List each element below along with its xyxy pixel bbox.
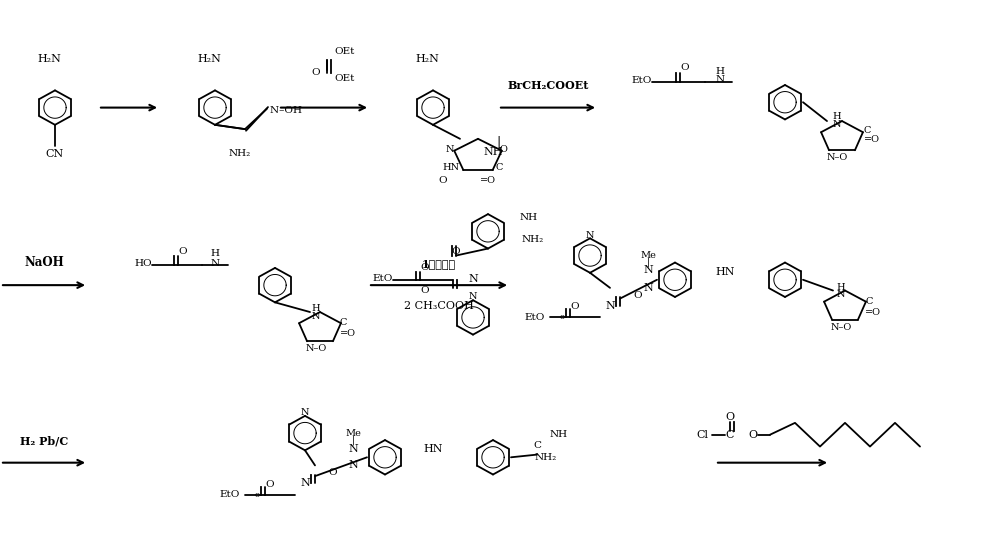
Text: N: N bbox=[586, 231, 594, 239]
Text: N: N bbox=[605, 301, 615, 310]
Text: N–O: N–O bbox=[305, 344, 327, 353]
Text: N⁠–⁠OH: N⁠–⁠OH bbox=[270, 106, 302, 115]
Text: H: H bbox=[837, 283, 845, 292]
Text: C: C bbox=[865, 297, 872, 306]
Text: CN: CN bbox=[46, 150, 64, 159]
Text: N: N bbox=[348, 461, 358, 470]
Text: OEt: OEt bbox=[334, 74, 354, 82]
Text: HN: HN bbox=[423, 444, 442, 454]
Text: O: O bbox=[312, 68, 320, 77]
Text: H: H bbox=[312, 305, 320, 313]
Text: NaOH: NaOH bbox=[24, 256, 64, 269]
Text: N: N bbox=[643, 265, 653, 275]
Text: BrCH₂COOEt: BrCH₂COOEt bbox=[507, 81, 589, 91]
Text: NH₂: NH₂ bbox=[535, 453, 557, 462]
Text: N: N bbox=[833, 120, 841, 129]
Text: H₂N: H₂N bbox=[197, 54, 221, 64]
Text: |: | bbox=[646, 258, 650, 267]
Text: N–O: N–O bbox=[826, 153, 848, 162]
Text: NH: NH bbox=[483, 147, 503, 157]
Text: NH₂: NH₂ bbox=[229, 149, 251, 158]
Text: N: N bbox=[468, 274, 478, 284]
Text: |: | bbox=[351, 435, 355, 445]
Text: O: O bbox=[266, 480, 274, 489]
Text: N: N bbox=[300, 478, 310, 488]
Text: Me: Me bbox=[640, 251, 656, 260]
Text: O: O bbox=[634, 292, 642, 300]
Text: NH₂: NH₂ bbox=[522, 235, 544, 244]
Text: H₂N: H₂N bbox=[415, 54, 439, 64]
Text: =O: =O bbox=[340, 329, 356, 338]
Text: =O: =O bbox=[480, 176, 496, 185]
Text: N: N bbox=[469, 293, 477, 301]
Text: Cl: Cl bbox=[696, 430, 708, 440]
Text: C: C bbox=[864, 126, 871, 135]
Text: N: N bbox=[210, 259, 220, 267]
Text: EtO: EtO bbox=[373, 274, 393, 283]
Text: EtO: EtO bbox=[525, 313, 545, 322]
Text: O: O bbox=[681, 63, 689, 72]
Text: |: | bbox=[496, 136, 500, 149]
Text: N: N bbox=[312, 312, 320, 321]
Text: N: N bbox=[715, 75, 725, 84]
Text: O: O bbox=[329, 468, 337, 477]
Text: =O: =O bbox=[864, 136, 880, 144]
Text: O: O bbox=[748, 430, 757, 440]
Text: H: H bbox=[833, 112, 841, 121]
Text: H₂N: H₂N bbox=[37, 54, 61, 64]
Text: C: C bbox=[496, 164, 503, 172]
Text: O: O bbox=[725, 412, 735, 422]
Text: o: o bbox=[560, 314, 564, 321]
Text: NH: NH bbox=[550, 430, 568, 439]
Text: O: O bbox=[439, 176, 447, 185]
Text: O: O bbox=[571, 302, 579, 311]
Text: EtO: EtO bbox=[220, 491, 240, 499]
Text: 1缩合试剂: 1缩合试剂 bbox=[422, 258, 456, 269]
Text: H: H bbox=[716, 67, 724, 75]
Text: N: N bbox=[301, 408, 309, 417]
Text: O: O bbox=[452, 247, 460, 256]
Text: o: o bbox=[254, 491, 260, 499]
Text: O: O bbox=[421, 286, 429, 295]
Text: O: O bbox=[499, 145, 507, 154]
Text: NH: NH bbox=[520, 214, 538, 222]
Text: Me: Me bbox=[345, 429, 361, 437]
Text: HN: HN bbox=[715, 267, 734, 277]
Text: N: N bbox=[446, 145, 454, 154]
Text: OEt: OEt bbox=[334, 47, 354, 55]
Text: HO: HO bbox=[134, 259, 152, 268]
Text: C: C bbox=[533, 441, 541, 450]
Text: H: H bbox=[211, 250, 220, 258]
Text: N–O: N–O bbox=[830, 323, 852, 331]
Text: N: N bbox=[643, 283, 653, 293]
Text: N: N bbox=[837, 291, 845, 299]
Text: EtO: EtO bbox=[632, 76, 652, 85]
Text: C: C bbox=[340, 318, 347, 327]
Text: C: C bbox=[726, 430, 734, 440]
Text: HN: HN bbox=[443, 164, 460, 172]
Text: H₂ Pb/C: H₂ Pb/C bbox=[20, 436, 68, 447]
Text: O: O bbox=[179, 247, 187, 256]
Text: =O: =O bbox=[865, 308, 881, 316]
Text: O: O bbox=[421, 264, 429, 272]
Text: 2 CH₃COOH: 2 CH₃COOH bbox=[404, 301, 474, 312]
Text: N: N bbox=[348, 444, 358, 454]
